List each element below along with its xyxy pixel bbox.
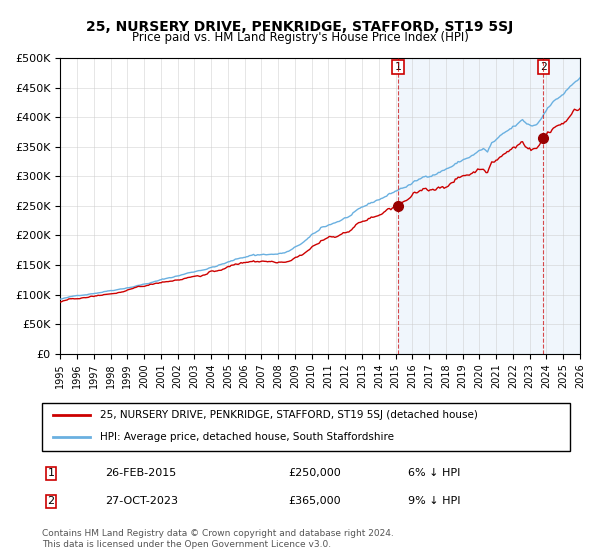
Text: Contains HM Land Registry data © Crown copyright and database right 2024.
This d: Contains HM Land Registry data © Crown c…	[42, 529, 394, 549]
Text: 2: 2	[540, 62, 547, 72]
Text: 25, NURSERY DRIVE, PENKRIDGE, STAFFORD, ST19 5SJ: 25, NURSERY DRIVE, PENKRIDGE, STAFFORD, …	[86, 20, 514, 34]
Text: 26-FEB-2015: 26-FEB-2015	[105, 468, 176, 478]
Text: 25, NURSERY DRIVE, PENKRIDGE, STAFFORD, ST19 5SJ (detached house): 25, NURSERY DRIVE, PENKRIDGE, STAFFORD, …	[100, 410, 478, 420]
Text: Price paid vs. HM Land Registry's House Price Index (HPI): Price paid vs. HM Land Registry's House …	[131, 31, 469, 44]
Bar	[398, 58, 580, 353]
Text: £250,000: £250,000	[288, 468, 341, 478]
Text: 27-OCT-2023: 27-OCT-2023	[105, 496, 178, 506]
Text: HPI: Average price, detached house, South Staffordshire: HPI: Average price, detached house, Sout…	[100, 432, 394, 442]
Text: 6% ↓ HPI: 6% ↓ HPI	[408, 468, 460, 478]
Text: £365,000: £365,000	[288, 496, 341, 506]
Text: 2: 2	[47, 496, 55, 506]
Text: 1: 1	[395, 62, 401, 72]
Text: 1: 1	[47, 468, 55, 478]
FancyBboxPatch shape	[42, 403, 570, 451]
Text: 9% ↓ HPI: 9% ↓ HPI	[408, 496, 461, 506]
